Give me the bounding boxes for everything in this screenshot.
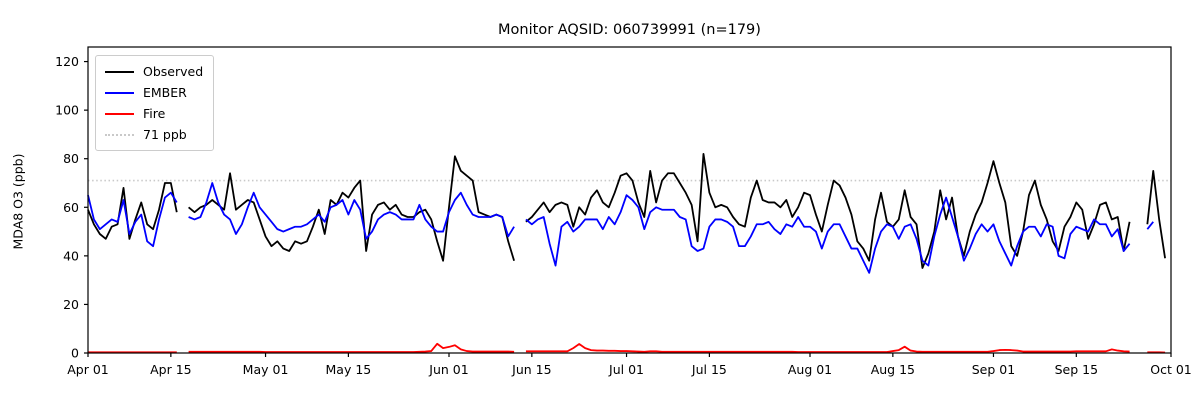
x-tick-label: Oct 01 <box>1150 362 1192 377</box>
legend-item-ember: EMBER <box>105 82 203 103</box>
fire-line <box>525 343 1130 353</box>
observed-line <box>188 155 515 262</box>
legend-label: EMBER <box>143 85 187 100</box>
fire-line-sample <box>105 112 134 115</box>
x-tick-label: Aug 15 <box>871 362 915 377</box>
fire-line <box>188 342 515 353</box>
x-tick-label: May 01 <box>243 362 289 377</box>
legend-label: Observed <box>143 64 204 79</box>
legend-item-threshold: 71 ppb <box>105 124 203 145</box>
y-tick-label: 20 <box>63 297 79 312</box>
x-tick-label: Apr 01 <box>67 362 109 377</box>
observed-line <box>525 152 1131 269</box>
plot-border <box>87 46 1172 354</box>
chart-title: Monitor AQSID: 060739991 (n=179) <box>498 22 761 38</box>
y-axis-label: MDA8 O3 (ppb) <box>10 153 26 250</box>
x-tick-label: May 15 <box>326 362 372 377</box>
legend-item-fire: Fire <box>105 103 203 124</box>
x-tick-label: Jul 15 <box>691 362 727 377</box>
x-tick-label: Sep 01 <box>972 362 1015 377</box>
y-tick-label: 120 <box>55 54 79 69</box>
y-tick-label: 80 <box>63 151 79 166</box>
ember-line <box>188 182 515 240</box>
legend: Observed EMBER Fire 71 ppb <box>95 55 215 151</box>
ember-line <box>87 191 178 248</box>
y-tick-label: 0 <box>71 346 79 361</box>
ember-line <box>1146 221 1154 230</box>
threshold-line-sample <box>105 133 134 136</box>
x-tick-label: Jun 01 <box>428 362 468 377</box>
x-tick-label: Jun 15 <box>511 362 551 377</box>
legend-label: 71 ppb <box>143 127 187 142</box>
y-tick-label: 40 <box>63 248 79 263</box>
x-tick-label: Apr 15 <box>150 362 192 377</box>
y-tick-label: 100 <box>55 103 79 118</box>
observed-line <box>87 182 178 240</box>
observed-line-sample <box>105 70 134 73</box>
ember-line <box>525 194 1131 274</box>
legend-item-observed: Observed <box>105 61 203 82</box>
ember-line-sample <box>105 91 134 94</box>
x-tick-label: Sep 15 <box>1055 362 1098 377</box>
observed-line <box>1146 169 1166 259</box>
x-tick-label: Aug 01 <box>788 362 832 377</box>
y-tick-label: 60 <box>63 200 79 215</box>
legend-label: Fire <box>143 106 166 121</box>
x-tick-label: Jul 01 <box>608 362 644 377</box>
